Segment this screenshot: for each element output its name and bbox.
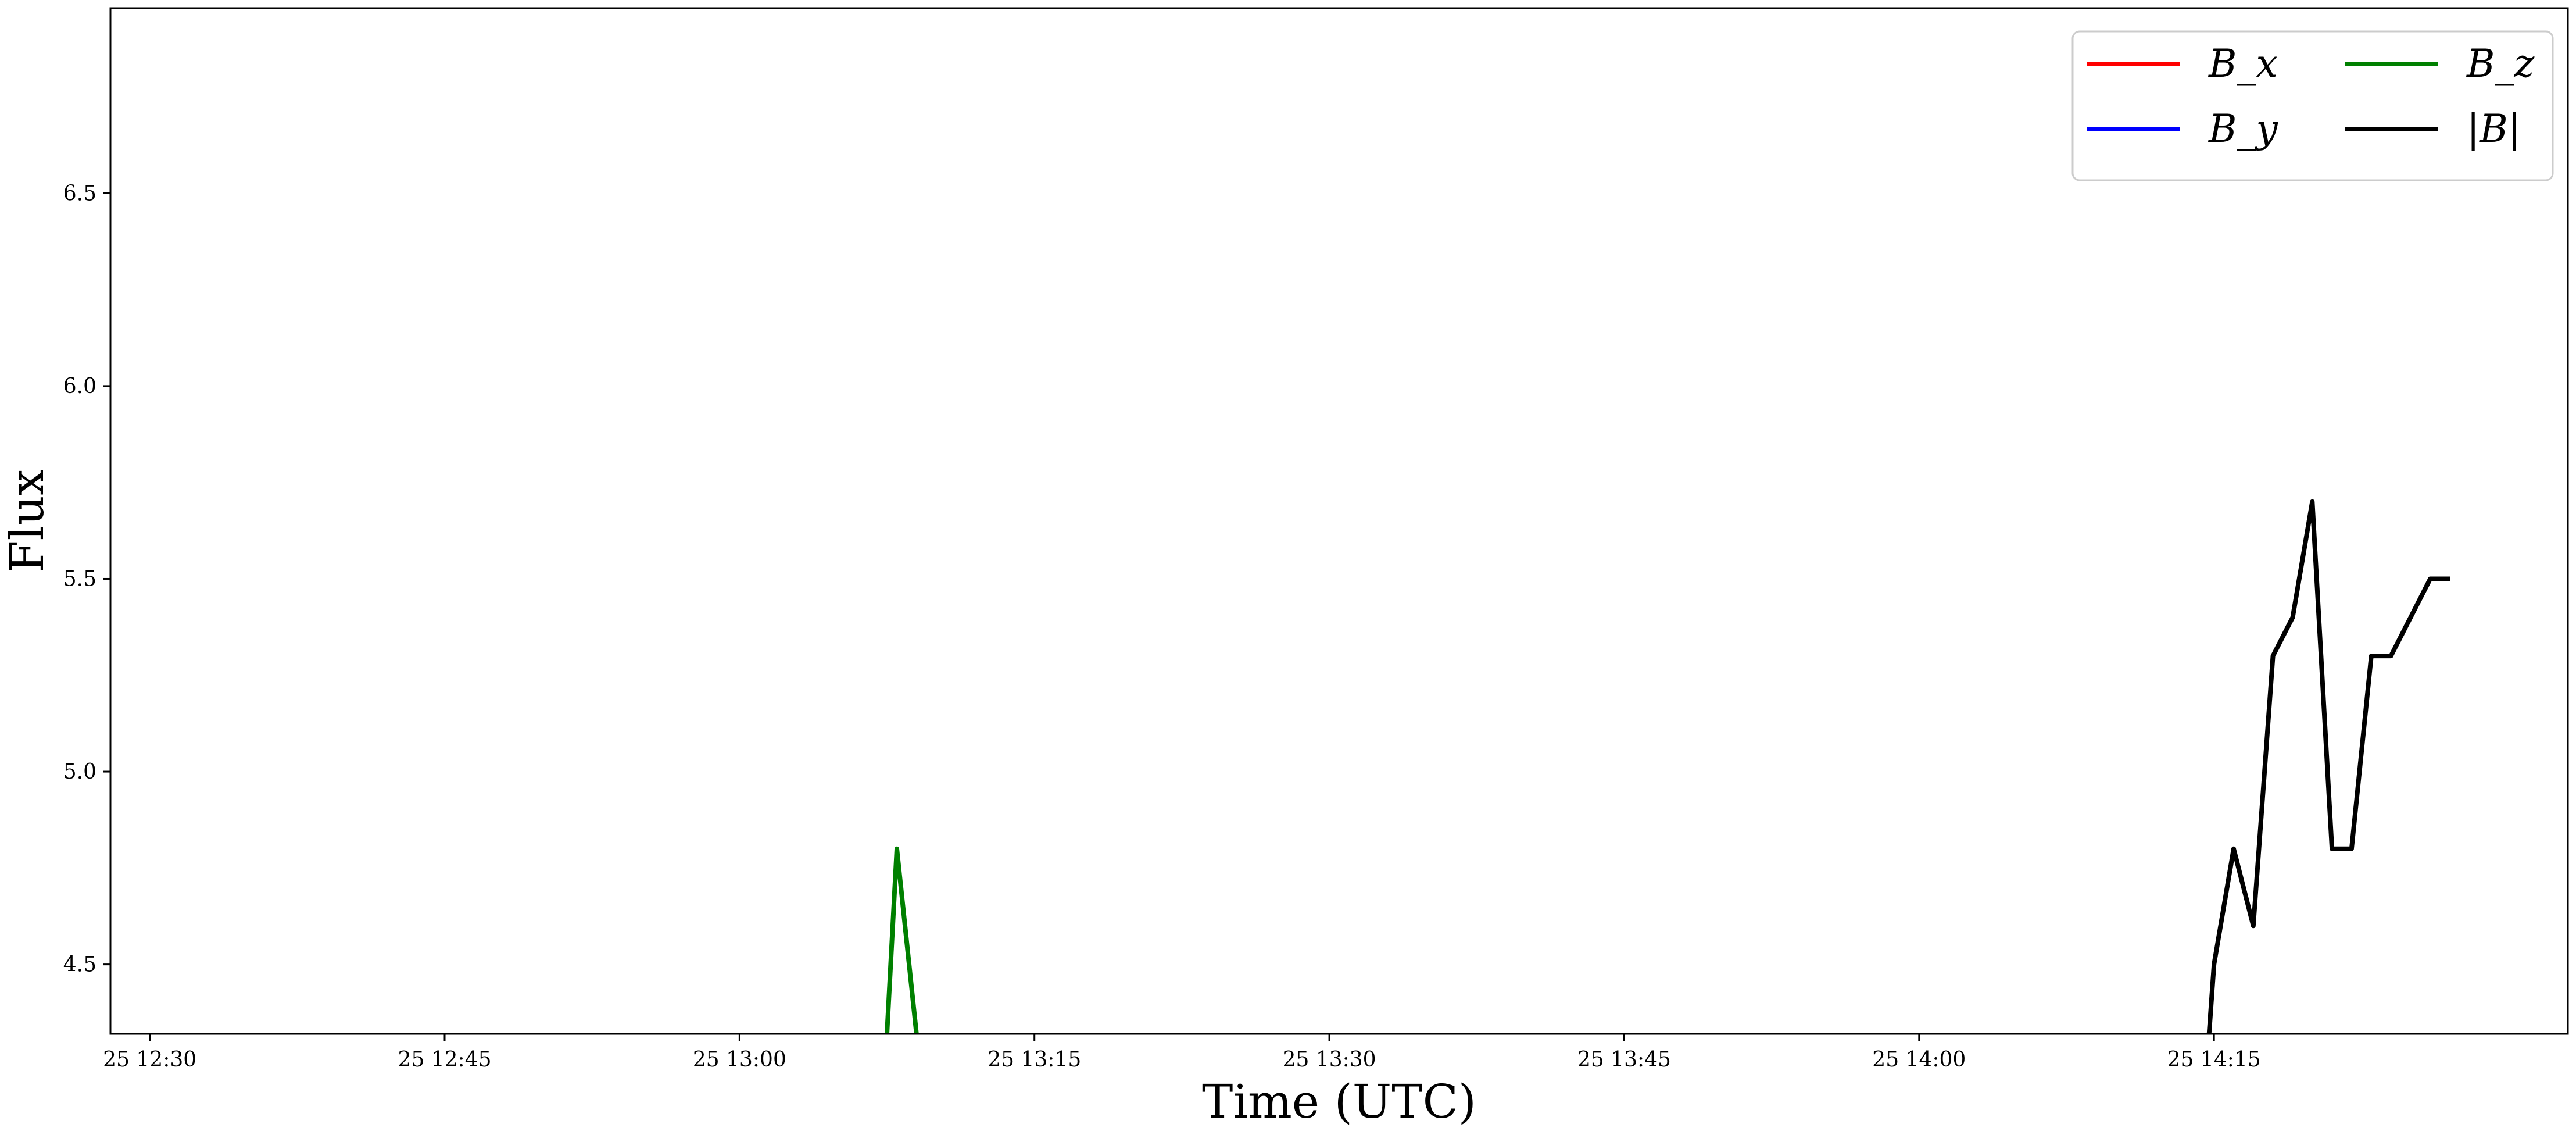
x-tick-label: 25 12:45 (398, 1048, 492, 1072)
plot-frame (109, 7, 2569, 1035)
x-tick-label: 25 12:30 (103, 1048, 196, 1072)
series-layer (885, 499, 2450, 1034)
legend-label-bz: B_z (2466, 41, 2535, 86)
y-axis-title: Flux (0, 469, 54, 573)
x-axis-title: Time (UTC) (1202, 1075, 1476, 1129)
x-tick-label: 25 13:30 (1283, 1048, 1376, 1072)
y-tick-label: 6.0 (63, 374, 96, 398)
legend-box (2071, 30, 2554, 181)
series-line-b (2206, 499, 2450, 1034)
legend-label-bx: B_x (2208, 41, 2278, 86)
x-tick-label: 25 14:15 (2167, 1048, 2261, 1072)
ticks-layer: 25 12:30 25 12:45 25 13:00 25 13:15 25 13:30… (63, 181, 2261, 1072)
legend: B_x B_y B_z |B| (2071, 30, 2554, 181)
series-line-bz (885, 846, 919, 1034)
x-tick-label: 25 13:15 (988, 1048, 1081, 1072)
legend-label-b: |B| (2467, 106, 2521, 151)
x-tick-label: 25 13:00 (693, 1048, 786, 1072)
y-tick-label: 6.5 (63, 181, 96, 205)
y-tick-label: 5.5 (63, 567, 96, 591)
x-tick-label: 25 13:45 (1577, 1048, 1671, 1072)
legend-label-by: B_y (2208, 106, 2278, 151)
y-tick-label: 5.0 (63, 760, 96, 784)
y-tick-label: 4.5 (63, 953, 96, 977)
x-tick-label: 25 14:00 (1872, 1048, 1966, 1072)
